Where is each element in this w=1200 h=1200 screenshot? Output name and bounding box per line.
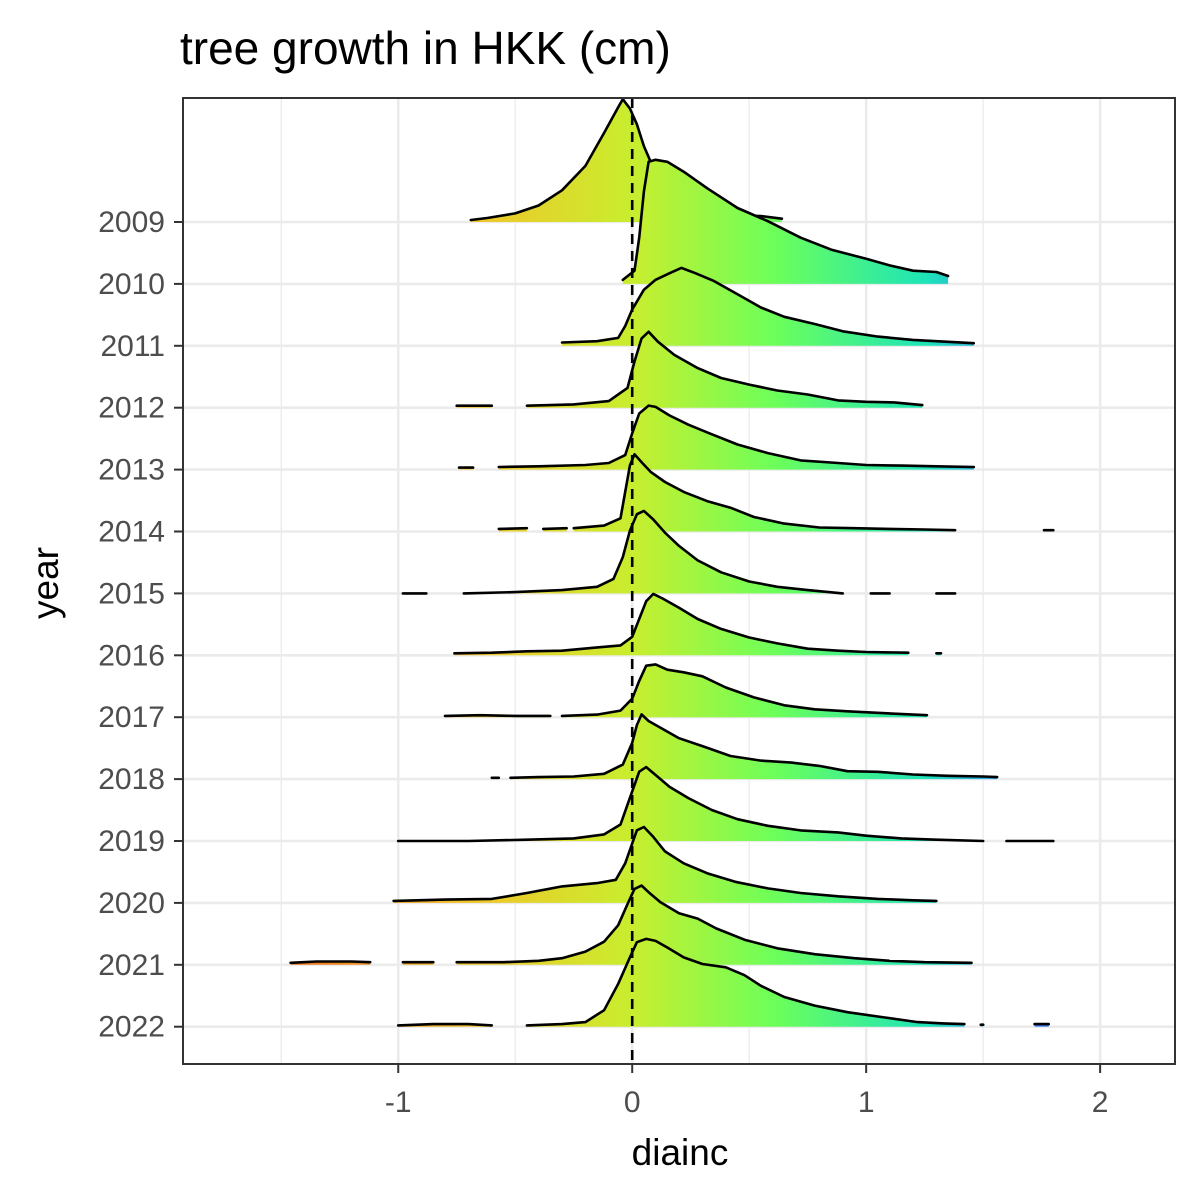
x-axis-title: diainc — [632, 1132, 729, 1173]
ridge-2021 — [289, 884, 973, 965]
ridge-outline-2011 — [560, 266, 976, 345]
ridge-2017 — [443, 663, 929, 718]
x-tick-label: 2 — [1092, 1086, 1109, 1119]
ridge-area-2012 — [526, 331, 923, 408]
y-tick-label: 2009 — [98, 206, 165, 239]
ridge-area-2022 — [526, 938, 965, 1027]
ridge-2020 — [392, 825, 938, 903]
ridge-outline-2020 — [392, 825, 938, 903]
y-tick-label: 2013 — [98, 454, 165, 487]
y-tick-label: 2022 — [98, 1011, 165, 1044]
ridge-outline-2022 — [396, 1022, 494, 1027]
ridge-area-2019 — [398, 767, 984, 841]
ridge-outline-2012 — [525, 330, 924, 407]
ridge-area-2020 — [393, 827, 937, 903]
ridge-outline-2013 — [497, 404, 976, 469]
ridge-2011 — [560, 266, 976, 346]
ridge-outline-2017 — [560, 663, 929, 718]
x-axis: -1 0 1 2 — [385, 1064, 1109, 1119]
y-axis: 2009 2010 2011 2012 2013 2014 2015 2016 2017 2018… — [98, 206, 183, 1044]
ridge-outline-2017 — [443, 713, 552, 718]
y-tick-label: 2018 — [98, 763, 165, 796]
y-tick-label: 2011 — [100, 330, 165, 363]
ridges — [289, 98, 1055, 1027]
ridge-2014 — [497, 453, 1055, 532]
y-tick-label: 2017 — [98, 701, 165, 734]
y-axis-title: year — [25, 547, 66, 619]
ridge-area-2011 — [562, 267, 974, 346]
ridge-outline-2021 — [289, 960, 372, 965]
y-tick-label: 2020 — [98, 887, 165, 920]
ridge-2012 — [455, 330, 924, 408]
y-tick-label: 2021 — [98, 949, 165, 982]
ridge-outline-2018 — [509, 713, 999, 780]
ridge-area-2015 — [463, 510, 843, 594]
y-tick-label: 2012 — [98, 392, 165, 425]
ridge-2010 — [621, 158, 950, 284]
y-tick-label: 2014 — [98, 516, 165, 549]
ridge-2015 — [401, 509, 957, 595]
ridge-outline-2015 — [462, 509, 845, 595]
ridge-2013 — [457, 404, 976, 470]
ridge-2022 — [396, 937, 1050, 1027]
ridge-area-2013 — [498, 405, 974, 470]
chart-title: tree growth in HKK (cm) — [180, 22, 671, 74]
ridge-outline-2021 — [455, 884, 973, 965]
y-tick-label: 2019 — [98, 825, 165, 858]
panel-border — [182, 97, 1176, 1065]
y-tick-label: 2015 — [98, 577, 165, 610]
x-tick-label: 1 — [858, 1086, 875, 1119]
ridge-outline-2016 — [453, 592, 910, 655]
ridge-2016 — [453, 592, 943, 656]
ridge-area-2017 — [562, 664, 927, 718]
ridge-outline-2019 — [396, 765, 985, 843]
ridge-area-2021 — [456, 885, 972, 965]
ridge-area-2014 — [573, 454, 956, 532]
y-tick-label: 2016 — [98, 639, 165, 672]
panel-frame — [182, 97, 1176, 1065]
ridge-area-2009 — [470, 99, 782, 222]
ridge-outline-2014 — [572, 453, 957, 532]
ridge-outline-2022 — [525, 937, 966, 1027]
ridge-outline-2010 — [621, 158, 950, 282]
y-tick-label: 2010 — [98, 268, 165, 301]
ridge-2019 — [396, 765, 1055, 843]
ridge-outline-2014 — [497, 526, 529, 531]
ridge-outline-2014 — [542, 526, 568, 531]
ridge-area-2010 — [622, 159, 949, 284]
ridge-area-2016 — [454, 593, 909, 656]
x-tick-label: 0 — [624, 1086, 641, 1119]
x-tick-label: -1 — [385, 1086, 412, 1119]
